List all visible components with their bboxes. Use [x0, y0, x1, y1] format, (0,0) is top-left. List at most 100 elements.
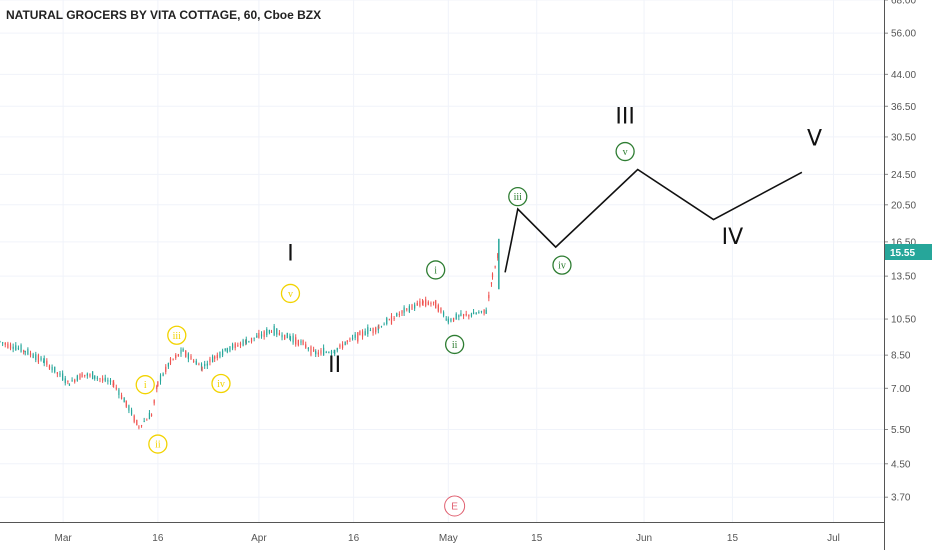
price-candle	[123, 398, 125, 403]
price-candle	[422, 300, 424, 304]
price-candle	[43, 358, 45, 363]
price-candle	[201, 366, 203, 371]
price-candle	[248, 340, 250, 342]
price-candle	[138, 426, 140, 428]
price-candle	[7, 343, 9, 348]
price-candle	[175, 354, 177, 359]
price-candle	[351, 337, 354, 339]
price-candle	[268, 330, 271, 333]
price-candle	[336, 347, 338, 351]
price-candle	[320, 350, 322, 354]
price-candle	[440, 307, 442, 313]
price-candle	[292, 335, 294, 343]
price-candle	[195, 360, 197, 365]
wave-label-circle	[280, 283, 301, 304]
price-candle	[214, 356, 216, 359]
wave-label-minor: iv	[217, 379, 225, 390]
y-tick-label: 24.50	[891, 170, 916, 181]
price-candle	[143, 420, 145, 422]
price-candle	[146, 419, 148, 421]
wave-label-circle	[148, 434, 168, 454]
price-candle	[216, 354, 218, 359]
price-candle	[59, 372, 61, 376]
price-candle	[450, 319, 452, 322]
price-candle	[221, 350, 224, 356]
price-candle	[27, 348, 29, 355]
price-candle	[380, 326, 383, 328]
price-candle	[211, 356, 214, 363]
price-candle	[437, 305, 439, 312]
price-candle	[113, 382, 115, 386]
price-candle	[460, 313, 462, 316]
y-tick-label: 7.00	[891, 384, 911, 395]
price-candle	[317, 352, 319, 355]
price-candle	[84, 374, 86, 376]
price-candle	[414, 304, 416, 309]
price-candle	[40, 357, 42, 361]
price-candle	[295, 337, 297, 345]
y-tick-label: 5.50	[891, 425, 911, 436]
price-candle	[172, 358, 174, 360]
price-candle	[20, 344, 22, 352]
price-candle	[349, 338, 351, 340]
price-candle	[177, 354, 179, 357]
y-tick-label: 8.50	[891, 351, 911, 362]
price-candle	[396, 313, 398, 317]
price-candle	[109, 380, 112, 383]
price-candle	[115, 387, 117, 389]
x-tick-label: 16	[152, 533, 164, 544]
price-candle	[430, 303, 432, 305]
wave-label-circle	[552, 255, 572, 275]
price-candle	[37, 355, 40, 363]
wave-label-major: III	[615, 104, 634, 129]
price-candle	[133, 415, 135, 422]
price-candle	[29, 353, 32, 356]
price-candle	[425, 299, 427, 306]
price-candle	[12, 346, 14, 349]
price-candle	[242, 340, 244, 346]
price-candle	[470, 313, 473, 317]
current-price-badge	[885, 243, 932, 260]
wave-label-minor: i	[144, 380, 147, 391]
price-candle	[9, 344, 12, 349]
price-candle	[485, 309, 487, 314]
price-candle	[398, 314, 400, 316]
x-tick-label: May	[439, 533, 458, 544]
price-candle	[187, 353, 189, 359]
price-candle	[330, 350, 333, 354]
price-candle	[46, 360, 48, 365]
price-candle	[136, 419, 138, 425]
x-tick-label: 15	[531, 533, 543, 544]
price-candle	[23, 350, 25, 352]
chart-title: NATURAL GROCERS BY VITA COTTAGE, 60, Cbo…	[6, 8, 322, 22]
price-candle	[393, 317, 395, 319]
price-candle	[96, 377, 98, 379]
y-tick-label: 44.00	[891, 70, 916, 81]
y-tick-label: 68.00	[891, 0, 916, 7]
price-candle	[0, 341, 1, 343]
wave-label-minor: v	[623, 147, 628, 158]
price-candle	[185, 350, 187, 357]
price-candle	[462, 314, 465, 317]
y-tick-label: 10.50	[891, 315, 916, 326]
x-tick-label: 16	[348, 533, 360, 544]
price-candle	[401, 310, 403, 314]
price-candle	[62, 373, 64, 381]
y-tick-label: 3.70	[891, 493, 911, 504]
y-tick-label: 20.50	[891, 200, 916, 211]
price-candle	[92, 371, 94, 380]
price-candle	[204, 364, 206, 366]
price-candle	[32, 354, 34, 358]
price-candle	[130, 409, 133, 415]
wave-label-circle	[615, 141, 635, 162]
price-candle	[369, 330, 372, 332]
price-candle	[148, 412, 151, 420]
price-candle	[386, 318, 388, 325]
price-candle	[364, 331, 366, 336]
price-candle	[427, 301, 429, 305]
price-candle	[67, 381, 69, 383]
price-candle	[266, 329, 268, 336]
wave-label-circle	[135, 375, 155, 395]
